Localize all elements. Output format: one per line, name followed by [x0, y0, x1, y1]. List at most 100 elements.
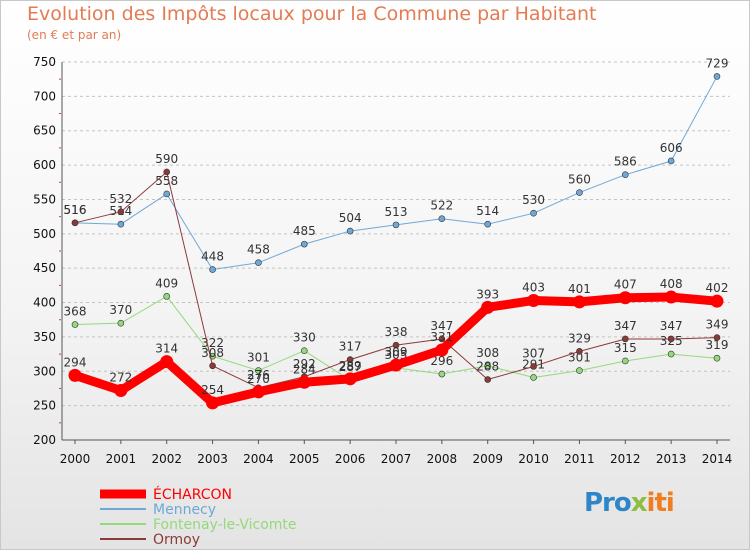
point-mennecy-2004 [255, 259, 262, 266]
data-label-mennecy-2013: 606 [660, 141, 683, 155]
point-ormoy-2003 [209, 362, 216, 370]
point-fontenay-le-vicomte-2012 [621, 357, 629, 365]
y-tick-label-300: 300 [33, 364, 56, 378]
data-label-echarcon-2004: 270 [247, 372, 270, 386]
data-label-ormoy-2004: 276 [247, 368, 270, 382]
point-mennecy-2010 [530, 209, 537, 217]
point-fontenay-le-vicomte-2004 [255, 367, 262, 374]
x-tick-label-2014: 2014 [702, 452, 733, 466]
point-ormoy-2011 [576, 348, 583, 355]
data-label-ormoy-2006: 317 [339, 340, 362, 354]
point-mennecy-2007 [392, 221, 400, 229]
data-label-ormoy-2002: 590 [155, 152, 178, 166]
point-fontenay-le-vicomte-2014 [713, 354, 721, 362]
point-fontenay-le-vicomte-2001 [117, 319, 125, 327]
data-label-echarcon-2002: 314 [155, 342, 178, 356]
data-label-fontenay-le-vicomte-2009: 308 [476, 346, 499, 360]
data-label-echarcon-2007: 309 [385, 345, 408, 359]
point-echarcon-2010 [527, 293, 541, 307]
data-label-mennecy-2008: 522 [430, 199, 453, 213]
point-ormoy-2012 [621, 335, 629, 343]
x-tick-label-2005: 2005 [289, 452, 320, 466]
point-fontenay-le-vicomte-2010 [530, 374, 537, 381]
data-label-fontenay-le-vicomte-2006: 287 [339, 360, 362, 374]
x-tick-label-2000: 2000 [60, 452, 91, 466]
point-echarcon-2002 [160, 355, 174, 369]
data-label-ormoy-2009: 288 [476, 360, 499, 374]
point-echarcon-2000 [68, 368, 82, 382]
y-tick-label-650: 650 [33, 124, 56, 138]
point-ormoy-2000 [71, 219, 79, 227]
x-tick-label-2003: 2003 [197, 452, 228, 466]
point-echarcon-2014 [710, 294, 724, 308]
data-label-echarcon-2001: 272 [109, 371, 132, 385]
point-echarcon-2011 [572, 295, 586, 309]
point-mennecy-2011 [576, 189, 583, 196]
data-label-fontenay-le-vicomte-2001: 370 [109, 303, 132, 317]
data-label-mennecy-2007: 513 [385, 205, 408, 219]
logo-part-1: Pro [584, 488, 632, 518]
data-label-ormoy-2013: 347 [660, 319, 683, 333]
y-tick-label-550: 550 [33, 192, 56, 206]
data-label-echarcon-2005: 284 [293, 362, 316, 376]
x-tick-label-2011: 2011 [564, 452, 595, 466]
x-tick-label-2001: 2001 [106, 452, 137, 466]
data-label-ormoy-2007: 338 [385, 325, 408, 339]
point-ormoy-2002 [163, 168, 171, 176]
data-label-echarcon-2010: 403 [522, 280, 545, 294]
point-fontenay-le-vicomte-2002 [163, 293, 171, 300]
data-label-fontenay-le-vicomte-2007: 305 [385, 348, 408, 362]
data-label-mennecy-2000: 516 [64, 203, 87, 217]
point-mennecy-2014 [713, 73, 721, 80]
data-label-mennecy-2014: 729 [706, 56, 729, 70]
point-ormoy-2010 [530, 363, 537, 370]
point-ormoy-2007 [392, 341, 400, 349]
point-ormoy-2006 [346, 356, 354, 363]
point-ormoy-2008 [438, 335, 446, 343]
data-label-fontenay-le-vicomte-2012: 315 [614, 341, 637, 355]
data-label-ormoy-2008: 347 [430, 319, 453, 333]
point-echarcon-2003 [206, 396, 220, 410]
point-echarcon-2009 [481, 300, 495, 314]
point-echarcon-2012 [618, 291, 632, 305]
point-echarcon-2008 [435, 343, 449, 357]
point-mennecy-2005 [300, 240, 308, 248]
point-echarcon-2001 [114, 384, 128, 398]
x-tick-label-2010: 2010 [518, 452, 549, 466]
point-fontenay-le-vicomte-2000 [71, 321, 79, 328]
y-tick-label-250: 250 [33, 399, 56, 413]
chart-subtitle: (en € et par an) [27, 28, 122, 42]
x-tick-label-2009: 2009 [472, 452, 503, 466]
data-label-echarcon-2003: 254 [201, 383, 224, 397]
data-label-echarcon-2012: 407 [614, 278, 637, 292]
data-label-echarcon-2006: 289 [339, 359, 362, 373]
data-label-echarcon-2011: 401 [568, 282, 591, 296]
point-mennecy-2008 [438, 215, 446, 222]
x-tick-label-2002: 2002 [151, 452, 182, 466]
point-echarcon-2013 [664, 290, 678, 304]
point-fontenay-le-vicomte-2011 [576, 367, 583, 374]
point-ormoy-2009 [484, 376, 492, 383]
point-mennecy-2013 [667, 157, 675, 165]
point-mennecy-2012 [621, 171, 629, 179]
data-label-fontenay-le-vicomte-2000: 368 [64, 305, 87, 319]
data-label-ormoy-2011: 329 [568, 331, 591, 345]
chart-title: Evolution des Impôts locaux pour la Comm… [27, 3, 597, 25]
logo-part-2: x [630, 488, 648, 518]
data-label-mennecy-2005: 485 [293, 224, 316, 238]
x-tick-label-2012: 2012 [610, 452, 641, 466]
data-label-mennecy-2011: 560 [568, 173, 591, 187]
data-label-echarcon-2009: 393 [476, 287, 499, 301]
point-fontenay-le-vicomte-2008 [438, 370, 446, 378]
point-mennecy-2002 [163, 190, 171, 198]
point-fontenay-le-vicomte-2005 [300, 347, 308, 354]
point-echarcon-2007 [389, 358, 403, 372]
point-mennecy-2009 [484, 220, 492, 228]
point-echarcon-2005 [297, 375, 311, 389]
data-label-echarcon-2000: 294 [64, 355, 87, 369]
point-ormoy-2013 [667, 335, 675, 343]
data-label-ormoy-2005: 292 [293, 357, 316, 371]
data-label-fontenay-le-vicomte-2005: 330 [293, 331, 316, 345]
